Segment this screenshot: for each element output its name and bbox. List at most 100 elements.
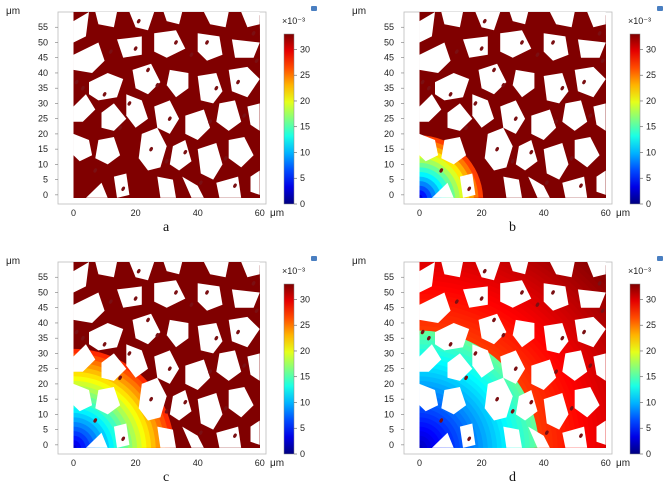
y-tick-label: 10 <box>384 159 394 169</box>
grain-speck <box>492 317 496 323</box>
colorbar-tick-label: 10 <box>300 147 310 157</box>
grain-speck <box>495 396 499 402</box>
pore <box>182 426 204 448</box>
y-tick-label: 40 <box>384 318 394 328</box>
pore <box>154 280 186 308</box>
grain-speck <box>479 46 484 51</box>
pore <box>73 344 96 372</box>
grain-speck <box>251 281 256 286</box>
grain-speck <box>149 146 153 152</box>
colorbar-tick-label: 5 <box>300 423 305 433</box>
pore <box>574 66 606 98</box>
pore <box>441 137 467 165</box>
x-tick-label: 20 <box>477 458 487 468</box>
pore <box>203 12 229 28</box>
pore <box>95 387 121 415</box>
pore <box>543 323 569 354</box>
grain-speck <box>420 79 425 85</box>
colorbar-tick-label: 10 <box>300 397 310 407</box>
concentration-field <box>419 262 606 448</box>
grain-speck <box>164 409 169 414</box>
pore <box>500 350 526 384</box>
pore <box>596 170 606 195</box>
x-tick-label: 60 <box>601 208 611 218</box>
grain-speck <box>174 290 178 295</box>
grain-speck <box>479 296 484 301</box>
grain-speck <box>133 296 138 301</box>
pore <box>431 432 454 448</box>
grain-speck <box>214 335 219 341</box>
grain-speck <box>149 396 153 402</box>
pore <box>185 109 211 140</box>
colorbar <box>283 283 295 455</box>
y-tick-label: 45 <box>38 303 48 313</box>
y-tick-label: 50 <box>384 287 394 297</box>
pore <box>593 353 606 381</box>
y-axis-unit: μm <box>352 6 366 17</box>
pore <box>101 353 127 381</box>
pore <box>441 262 463 278</box>
colorbar-tick-label: 30 <box>646 44 656 54</box>
pore <box>89 73 124 101</box>
x-tick-label: 20 <box>131 458 141 468</box>
pore <box>419 383 439 412</box>
grain-speck <box>510 409 515 414</box>
grain-speck <box>93 418 98 423</box>
camera-icon <box>657 256 663 261</box>
colorbar-tick-label: 25 <box>300 320 310 330</box>
pore <box>447 353 473 381</box>
grain-speck <box>146 317 150 323</box>
pore <box>500 30 532 58</box>
grain-speck <box>454 299 459 304</box>
pore <box>587 262 606 278</box>
grain-speck <box>81 335 85 341</box>
pore <box>475 262 501 281</box>
y-tick-label: 20 <box>384 129 394 139</box>
colorbar-tick-label: 15 <box>300 372 310 382</box>
pore <box>182 176 204 198</box>
pore <box>574 387 600 418</box>
pore <box>197 73 223 104</box>
y-tick-label: 30 <box>384 98 394 108</box>
pore <box>228 137 254 168</box>
grain-speck <box>529 399 534 405</box>
y-tick-label: 10 <box>38 159 48 169</box>
colorbar-tick-label: 0 <box>646 199 651 209</box>
camera-icon <box>311 6 317 11</box>
pore <box>126 344 148 378</box>
y-axis-unit: μm <box>6 256 20 267</box>
pore <box>132 313 161 345</box>
y-tick-label: 15 <box>38 144 48 154</box>
pore <box>228 387 254 418</box>
grain-speck <box>501 82 506 88</box>
y-axis-unit: μm <box>352 256 366 267</box>
grain-speck <box>427 85 431 91</box>
y-tick-label: 5 <box>43 175 48 185</box>
chart-svg-c: μm 0 5 10 15 20 25 30 35 40 45 50 55 0 20 40 60 μm 0 5 10 15 2… <box>6 256 317 469</box>
pore <box>247 103 260 131</box>
pore <box>459 423 476 448</box>
grain-speck <box>74 79 79 85</box>
pore <box>549 12 575 28</box>
y-tick-label: 40 <box>38 318 48 328</box>
grain-speck <box>467 186 472 191</box>
y-tick-label: 55 <box>384 22 394 32</box>
grain-speck <box>439 418 444 423</box>
pore <box>216 350 242 381</box>
pore <box>500 100 526 134</box>
chart-panel-b: μm 0 5 10 15 20 25 30 35 40 45 50 55 0 20 40 60 μm 0 5 10 15 2… <box>346 0 669 250</box>
pore <box>562 176 588 198</box>
concentration-field <box>73 12 260 198</box>
y-tick-label: 25 <box>38 364 48 374</box>
y-tick-label: 0 <box>43 440 48 450</box>
chart-panel-c: μm 0 5 10 15 20 25 30 35 40 45 50 55 0 20 40 60 μm 0 5 10 15 2… <box>0 250 334 500</box>
x-tick-label: 40 <box>539 458 549 468</box>
grain-speck <box>467 436 472 441</box>
x-tick-label: 0 <box>71 208 76 218</box>
pore <box>441 387 467 415</box>
grain-speck <box>155 82 160 88</box>
grain-speck <box>214 85 219 91</box>
pore <box>166 319 189 348</box>
x-tick-label: 40 <box>193 208 203 218</box>
y-tick-label: 25 <box>384 364 394 374</box>
